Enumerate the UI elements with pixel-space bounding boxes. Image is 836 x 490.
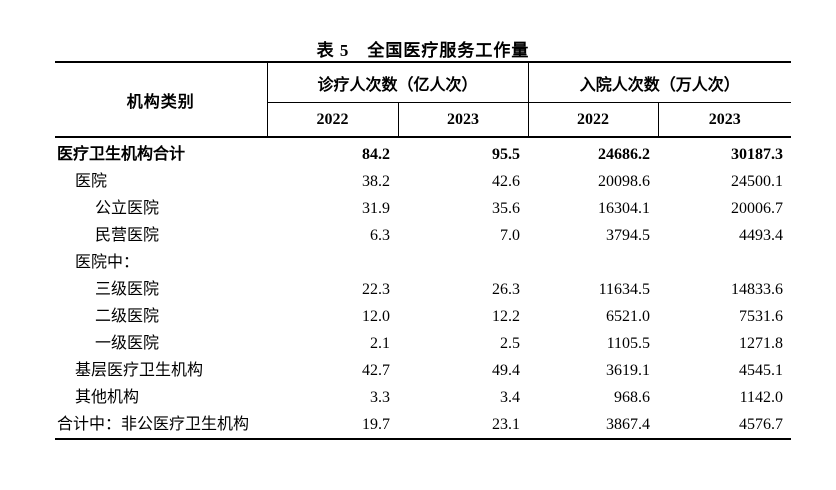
table-caption: 表 5 全国医疗服务工作量: [316, 41, 530, 60]
row-visits-2023: 12.2: [492, 308, 521, 325]
row-admissions-2023: 30187.3: [731, 146, 784, 163]
row-admissions-2022: [528, 249, 658, 276]
row-visits-2022: 31.9: [362, 200, 390, 217]
row-label: 公立医院: [95, 200, 160, 217]
row-label: 基层医疗卫生机构: [75, 362, 204, 379]
row-visits-2023: 35.6: [492, 200, 521, 217]
table-row: 公立医院 31.9 35.6 16304.1 20006.7: [55, 195, 791, 222]
table-row: 医疗卫生机构合计 84.2 95.5 24686.2 30187.3: [55, 137, 791, 168]
row-visits-2023: 26.3: [492, 281, 521, 298]
row-visits-2022: 38.2: [362, 173, 390, 190]
table-row: 二级医院 12.0 12.2 6521.0 7531.6: [55, 303, 791, 330]
row-label: 医院中：: [75, 254, 140, 271]
row-admissions-2023: 24500.1: [731, 173, 784, 190]
row-admissions-2023: 1271.8: [739, 335, 784, 352]
row-admissions-2023: 4545.1: [739, 362, 784, 379]
row-admissions-2022: 1105.5: [606, 335, 651, 352]
header-admissions-2022: 2022: [528, 102, 659, 138]
row-admissions-2022: 11634.5: [598, 281, 651, 298]
table-header: 机构类别 诊疗人次数（亿人次） 入院人次数（万人次） 2022 2023 202…: [55, 62, 792, 138]
table-row: 医院 38.2 42.6 20098.6 24500.1: [55, 168, 791, 195]
header-admissions-2023: 2023: [658, 102, 792, 138]
row-visits-2022: 6.3: [370, 227, 390, 244]
header-visits-2023: 2023: [398, 102, 529, 138]
row-visits-2023: 49.4: [492, 362, 521, 379]
row-visits-2023: 7.0: [500, 227, 521, 244]
row-admissions-2023: 1142.0: [739, 389, 784, 406]
row-label: 医院: [75, 173, 108, 190]
row-label: 合计中：非公医疗卫生机构: [55, 411, 267, 440]
row-visits-2022: 22.3: [362, 281, 390, 298]
medical-service-workload-table: 机构类别 诊疗人次数（亿人次） 入院人次数（万人次） 2022 2023 202…: [55, 61, 792, 440]
row-visits-2022: 84.2: [362, 146, 390, 163]
header-category: 机构类别: [55, 62, 268, 138]
table-row: 医院中：: [55, 249, 791, 276]
table-row: 其他机构 3.3 3.4 968.6 1142.0: [55, 384, 791, 411]
row-admissions-2022: 16304.1: [598, 200, 651, 217]
row-admissions-2023: 4576.7: [658, 411, 792, 440]
header-group-outpatient-visits: 诊疗人次数（亿人次）: [267, 62, 529, 103]
row-visits-2023: [398, 249, 528, 276]
table-row: 一级医院 2.1 2.5 1105.5 1271.8: [55, 330, 791, 357]
row-admissions-2022: 968.6: [614, 389, 651, 406]
row-admissions-2022: 6521.0: [606, 308, 651, 325]
row-visits-2023: 95.5: [492, 146, 521, 163]
table-row: 民营医院 6.3 7.0 3794.5 4493.4: [55, 222, 791, 249]
row-label: 三级医院: [95, 281, 160, 298]
row-visits-2023: 23.1: [398, 411, 529, 440]
row-visits-2022: 3.3: [370, 389, 390, 406]
row-visits-2023: 42.6: [492, 173, 521, 190]
row-visits-2022: 42.7: [362, 362, 390, 379]
row-admissions-2022: 3794.5: [606, 227, 651, 244]
row-visits-2022: 2.1: [370, 335, 390, 352]
header-year-row: 2022 2023 2022 2023: [55, 102, 792, 138]
row-label: 其他机构: [75, 389, 140, 406]
header-group-row: 机构类别 诊疗人次数（亿人次） 入院人次数（万人次）: [55, 62, 792, 138]
row-visits-2022: 19.7: [267, 411, 398, 440]
table-body: 医疗卫生机构合计 84.2 95.5 24686.2 30187.3 医院 38…: [55, 137, 792, 440]
row-admissions-2022: 20098.6: [598, 173, 651, 190]
row-visits-2023: 3.4: [500, 389, 521, 406]
row-admissions-2023: [658, 249, 791, 276]
row-admissions-2023: 20006.7: [731, 200, 784, 217]
row-visits-2023: 2.5: [500, 335, 521, 352]
row-label: 医疗卫生机构合计: [57, 146, 186, 163]
row-admissions-2023: 14833.6: [731, 281, 784, 298]
row-visits-2022: 12.0: [362, 308, 390, 325]
row-admissions-2022: 3619.1: [606, 362, 651, 379]
header-visits-2022: 2022: [267, 102, 399, 138]
row-label: 二级医院: [95, 308, 160, 325]
row-admissions-2023: 7531.6: [739, 308, 784, 325]
row-label: 一级医院: [95, 335, 160, 352]
header-group-admissions: 入院人次数（万人次）: [528, 62, 792, 103]
row-admissions-2022: 3867.4: [528, 411, 659, 440]
row-admissions-2022: 24686.2: [598, 146, 651, 163]
row-visits-2022: [267, 249, 398, 276]
row-admissions-2023: 4493.4: [739, 227, 784, 244]
table-row: 基层医疗卫生机构 42.7 49.4 3619.1 4545.1: [55, 357, 791, 384]
table-row: 三级医院 22.3 26.3 11634.5 14833.6: [55, 276, 791, 303]
table-row: 合计中：非公医疗卫生机构 19.7 23.1 3867.4 4576.7: [55, 411, 792, 440]
row-label: 民营医院: [95, 227, 160, 244]
